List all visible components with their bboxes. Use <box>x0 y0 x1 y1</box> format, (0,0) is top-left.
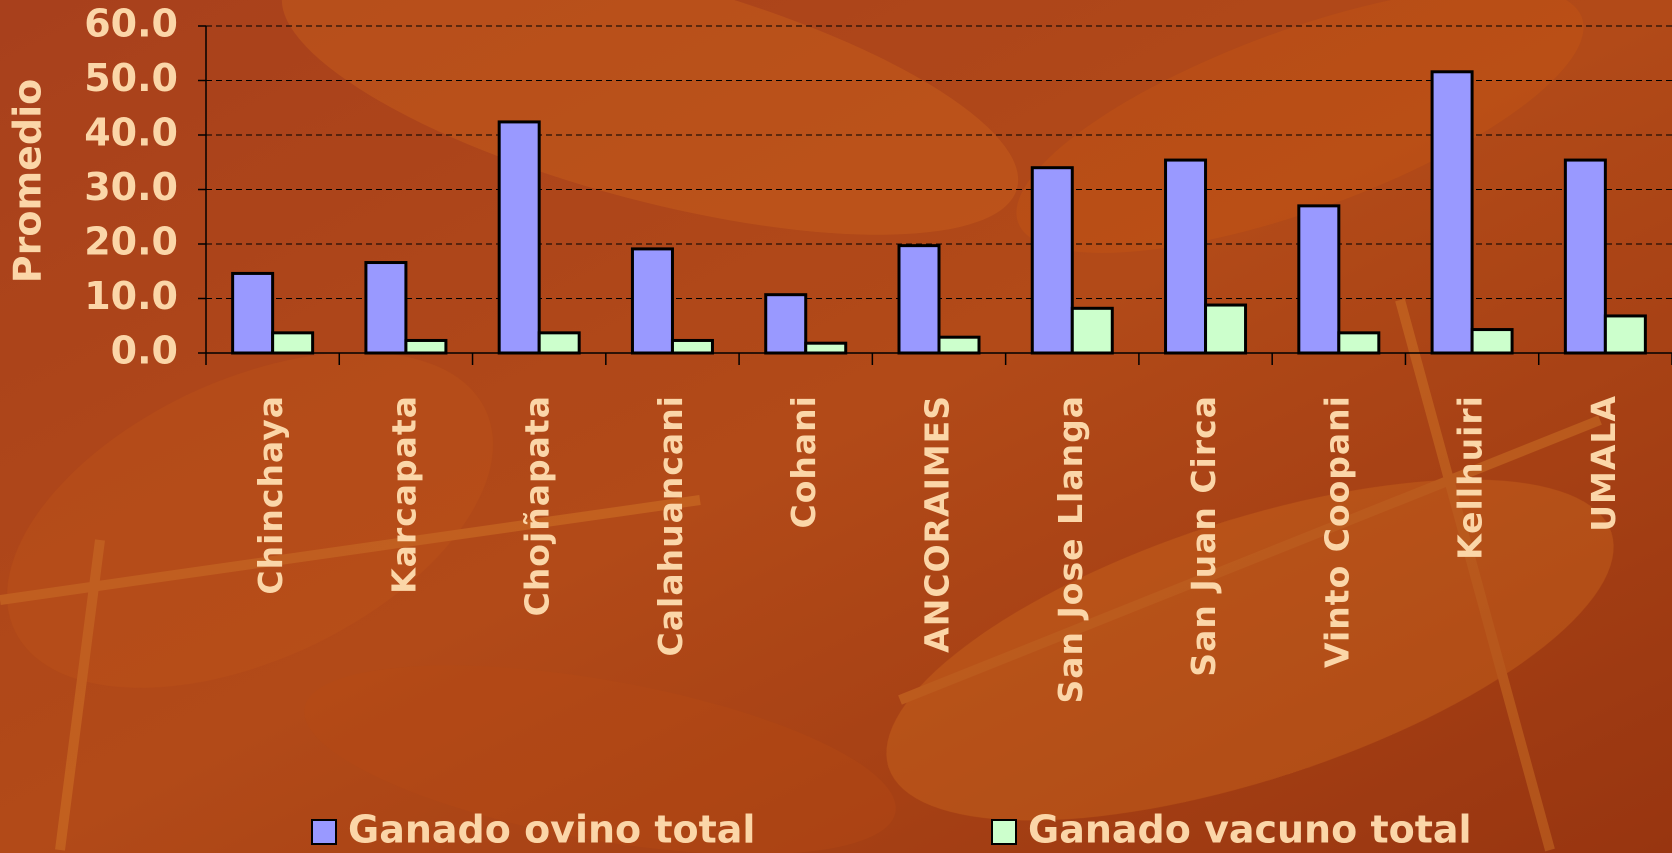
x-tick-label: UMALA <box>1584 395 1623 532</box>
y-tick-label: 60.0 <box>84 2 178 46</box>
x-tick-label: Chojñapata <box>518 395 557 616</box>
bar <box>499 122 539 353</box>
bar <box>899 246 939 353</box>
bar <box>672 340 712 353</box>
legend-label: Ganado vacuno total <box>1028 808 1472 852</box>
x-tick-label: San Jose Llanga <box>1051 395 1090 703</box>
bar <box>1432 72 1472 353</box>
y-axis-label: Promedio <box>6 79 50 283</box>
chart: Promedio 0.0 10.0 20.0 30.0 40.0 50.0 60.0 Chin… <box>0 0 1672 853</box>
bar <box>939 337 979 353</box>
bar <box>366 263 406 353</box>
bar <box>766 295 806 353</box>
y-tick-label: 40.0 <box>84 111 178 155</box>
legend-swatch <box>312 820 336 844</box>
bar <box>1605 316 1645 353</box>
x-tick-label: Calahuancani <box>651 395 690 656</box>
bar <box>632 249 672 353</box>
bar <box>1166 160 1206 353</box>
bar <box>1299 206 1339 353</box>
legend-label: Ganado ovino total <box>348 808 755 852</box>
y-tick-label: 0.0 <box>111 329 178 373</box>
bar <box>806 343 846 353</box>
x-tick-label: San Juan Circa <box>1184 395 1223 677</box>
y-tick-label: 10.0 <box>84 274 178 318</box>
bar <box>1072 308 1112 353</box>
bar <box>1206 305 1246 353</box>
bar <box>539 333 579 353</box>
bar <box>1565 160 1605 353</box>
bar <box>1339 333 1379 353</box>
bar <box>273 333 313 353</box>
bar <box>1472 330 1512 353</box>
y-tick-label: 30.0 <box>84 165 178 209</box>
bar <box>406 340 446 353</box>
x-tick-label: Chinchaya <box>251 395 290 595</box>
x-tick-label: Karcapata <box>384 395 423 594</box>
y-tick-label: 20.0 <box>84 220 178 264</box>
bar <box>233 273 273 353</box>
x-tick-label: ANCORAIMES <box>918 395 957 653</box>
x-tick-label: Vinto Coopani <box>1317 395 1356 668</box>
bar <box>1032 168 1072 353</box>
x-tick-label: Kellhuiri <box>1451 395 1490 560</box>
x-tick-label: Cohani <box>784 395 823 528</box>
legend-swatch <box>992 820 1016 844</box>
y-tick-label: 50.0 <box>84 56 178 100</box>
